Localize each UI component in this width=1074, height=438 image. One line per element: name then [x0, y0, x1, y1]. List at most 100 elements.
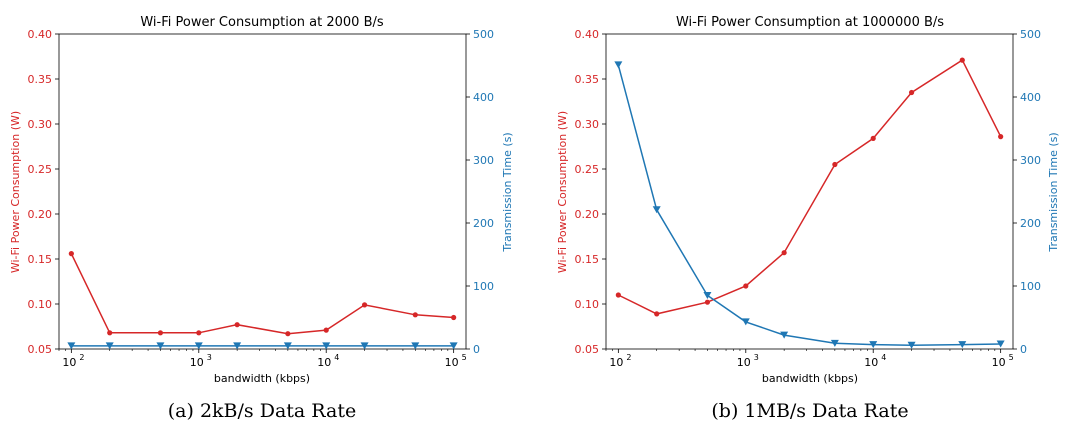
power-data-point: [451, 314, 457, 321]
y-left-tick-label: 0.05: [575, 343, 600, 356]
y-right-tick-label: 100: [1020, 280, 1041, 293]
time-data-point: [741, 318, 750, 326]
y-axis-label-right: Transmission Time (s): [501, 132, 514, 252]
plot-frame: [58, 33, 467, 350]
power-data-point: [743, 283, 749, 289]
power-data-point: [654, 311, 660, 317]
power-data-point: [781, 250, 787, 256]
plot-frame: [605, 33, 1014, 350]
y-right-tick-label: 0: [1020, 343, 1027, 356]
y-left-tick-label: 0.30: [575, 118, 600, 131]
chart-panel-b: Wi-Fi Power Consumption at 1000000 B/s b…: [556, 15, 1060, 422]
time-series-line: [617, 64, 1001, 346]
x-tick-exponent: 3: [207, 353, 212, 362]
time-data-point: [780, 331, 789, 339]
y-axis-label-right: Transmission Time (s): [1047, 132, 1060, 252]
power-data-point: [285, 331, 291, 337]
time-data-point: [449, 342, 458, 350]
y-left-tick-label: 0.25: [575, 163, 600, 176]
x-tick-label: 10: [609, 356, 623, 369]
time-data-point: [194, 342, 203, 350]
x-tick-exponent: 3: [754, 353, 759, 362]
time-data-point: [958, 341, 967, 349]
x-tick-exponent: 4: [881, 353, 886, 362]
y-left-tick-label: 0.15: [575, 253, 600, 266]
time-data-point: [360, 342, 369, 350]
x-tick-label: 10: [992, 356, 1006, 369]
time-data-point: [156, 342, 165, 350]
time-data-point: [322, 342, 331, 350]
chart-panel-a: Wi-Fi Power Consumption at 2000 B/s band…: [9, 15, 514, 422]
x-tick-label: 10: [445, 356, 459, 369]
power-data-point: [998, 134, 1004, 140]
time-data-point: [652, 206, 661, 214]
power-data-point: [361, 302, 368, 308]
x-tick-label: 10: [864, 356, 878, 369]
time-data-point: [614, 61, 623, 69]
power-data-point: [412, 312, 418, 318]
power-data-point: [234, 322, 240, 328]
time-data-point: [703, 291, 712, 299]
y-right-tick-label: 400: [1020, 91, 1041, 104]
y-axis-label-left: Wi-Fi Power Consumption (W): [556, 111, 569, 273]
time-data-point: [830, 339, 839, 347]
power-data-point: [615, 292, 621, 298]
y-right-tick-label: 200: [473, 217, 494, 230]
time-data-point: [869, 341, 878, 349]
x-tick-exponent: 2: [626, 353, 631, 362]
x-axis-label: bandwidth (kbps): [762, 372, 858, 385]
power-data-point: [323, 327, 329, 333]
y-left-tick-label: 0.15: [28, 253, 53, 266]
y-left-tick-label: 0.20: [575, 208, 600, 221]
power-data-point: [832, 161, 838, 168]
x-axis-label: bandwidth (kbps): [214, 372, 310, 385]
y-left-tick-label: 0.10: [28, 298, 53, 311]
x-tick-label: 10: [317, 356, 331, 369]
x-tick-exponent: 2: [79, 353, 84, 362]
y-right-tick-label: 400: [473, 91, 494, 104]
power-data-point: [196, 330, 202, 336]
time-data-point: [907, 341, 916, 349]
chart-caption: (b) 1MB/s Data Rate: [711, 400, 908, 422]
power-data-point: [704, 299, 711, 305]
y-left-tick-label: 0.35: [28, 73, 53, 86]
y-left-tick-label: 0.10: [575, 298, 600, 311]
y-left-tick-label: 0.25: [28, 163, 53, 176]
time-data-point: [67, 342, 76, 350]
chart-title: Wi-Fi Power Consumption at 1000000 B/s: [676, 15, 944, 30]
power-series-line: [617, 59, 1002, 315]
y-axis-label-left: Wi-Fi Power Consumption (W): [9, 111, 22, 273]
power-data-point: [157, 330, 164, 336]
y-left-tick-label: 0.40: [575, 28, 600, 41]
chart-caption: (a) 2kB/s Data Rate: [168, 400, 356, 422]
y-right-tick-label: 200: [1020, 217, 1041, 230]
power-data-point: [68, 251, 74, 257]
y-right-tick-label: 0: [473, 343, 480, 356]
power-series-line: [70, 253, 454, 335]
y-right-tick-label: 100: [473, 280, 494, 293]
time-data-point: [411, 342, 420, 350]
time-data-point: [105, 342, 114, 350]
y-left-tick-label: 0.20: [28, 208, 53, 221]
time-data-point: [283, 342, 292, 350]
x-tick-exponent: 4: [334, 353, 339, 362]
x-tick-label: 10: [737, 356, 751, 369]
time-data-point: [996, 340, 1005, 348]
y-left-tick-label: 0.30: [28, 118, 53, 131]
power-data-point: [870, 135, 876, 141]
y-right-tick-label: 300: [1020, 154, 1041, 167]
x-tick-exponent: 5: [462, 353, 467, 362]
power-data-point: [908, 89, 915, 96]
x-tick-exponent: 5: [1009, 353, 1014, 362]
x-tick-label: 10: [62, 356, 76, 369]
power-data-point: [959, 57, 965, 63]
y-right-tick-label: 500: [473, 28, 494, 41]
time-data-point: [233, 342, 242, 350]
y-left-tick-label: 0.05: [28, 343, 53, 356]
y-right-tick-label: 300: [473, 154, 494, 167]
chart-title: Wi-Fi Power Consumption at 2000 B/s: [140, 15, 384, 30]
y-left-tick-label: 0.35: [575, 73, 600, 86]
power-data-point: [107, 330, 113, 336]
